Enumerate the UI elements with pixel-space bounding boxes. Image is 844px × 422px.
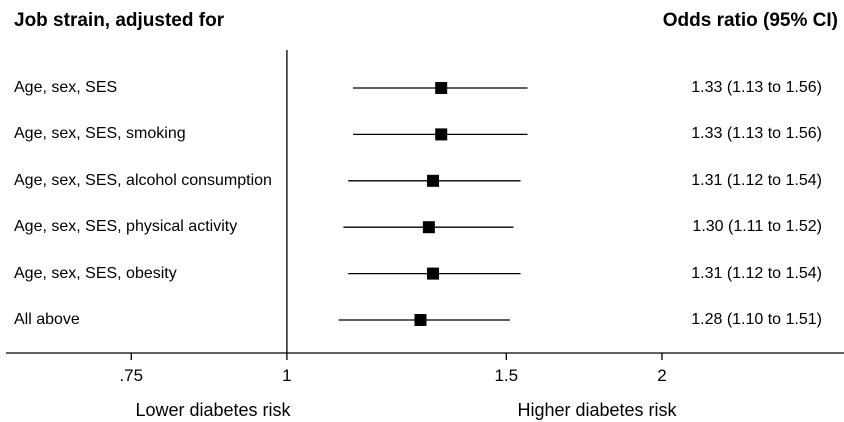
or-marker [427, 267, 440, 280]
tick-label: 2 [657, 366, 667, 385]
row-label: Age, sex, SES, obesity [14, 264, 177, 282]
row-label: Age, sex, SES, smoking [14, 125, 186, 143]
row-odds-ratio: 1.31 (1.12 to 1.54) [691, 171, 822, 189]
tick-label: .75 [119, 366, 144, 385]
row-label: Age, sex, SES [14, 79, 118, 96]
row-odds-ratio: 1.31 (1.12 to 1.54) [691, 264, 822, 282]
row-label: Age, sex, SES, physical activity [14, 218, 238, 236]
row-label: Age, sex, SES, alcohol consumption [14, 171, 272, 189]
axis-caption-lower: Lower diabetes risk [135, 400, 291, 420]
or-marker [427, 174, 440, 187]
column-header-odds-ratio: Odds ratio (95% CI) [662, 10, 838, 31]
tick-label: 1 [282, 366, 292, 385]
or-marker [422, 221, 435, 234]
or-marker [435, 82, 448, 94]
axis-caption-higher: Higher diabetes risk [517, 400, 677, 420]
row-label: All above [14, 311, 80, 328]
row-odds-ratio: 1.30 (1.11 to 1.52) [692, 218, 822, 236]
or-marker [435, 128, 448, 141]
tick-label: 1.5 [494, 366, 519, 385]
row-odds-ratio: 1.28 (1.10 to 1.51) [691, 311, 822, 328]
row-odds-ratio: 1.33 (1.13 to 1.56) [691, 79, 822, 96]
column-header-adjustment: Job strain, adjusted for [14, 10, 225, 31]
row-odds-ratio: 1.33 (1.13 to 1.56) [691, 125, 822, 143]
or-marker [414, 314, 427, 326]
